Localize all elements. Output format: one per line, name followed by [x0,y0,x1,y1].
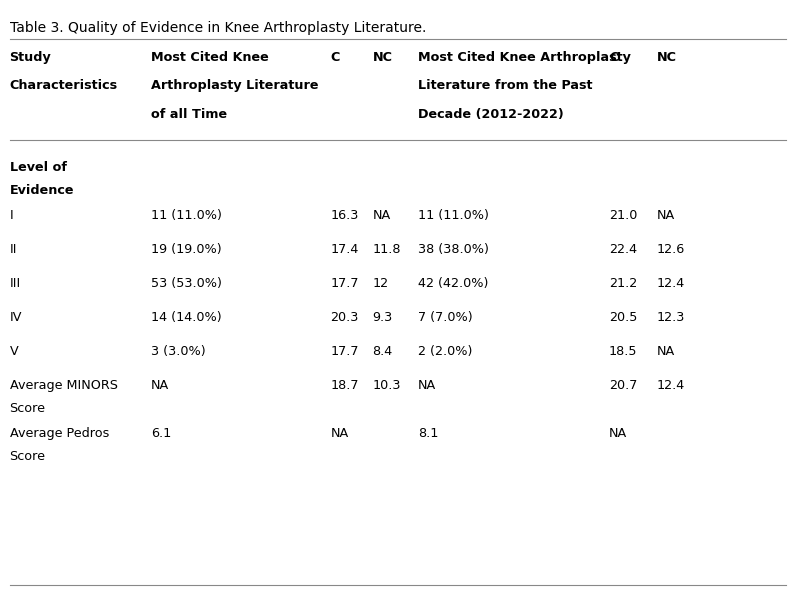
Text: 8.4: 8.4 [373,345,392,358]
Text: 17.4: 17.4 [330,243,359,256]
Text: Average Pedros: Average Pedros [10,427,109,440]
Text: Level of: Level of [10,161,67,174]
Text: 7 (7.0%): 7 (7.0%) [418,311,473,324]
Text: 17.7: 17.7 [330,345,359,358]
Text: 21.2: 21.2 [609,277,637,290]
Text: NA: NA [330,427,349,440]
Text: NA: NA [418,379,436,392]
Text: I: I [10,209,14,222]
Text: 19 (19.0%): 19 (19.0%) [151,243,222,256]
Text: 3 (3.0%): 3 (3.0%) [151,345,206,358]
Text: 12.4: 12.4 [657,379,685,392]
Text: 42 (42.0%): 42 (42.0%) [418,277,488,290]
Text: 20.5: 20.5 [609,311,638,324]
Text: Score: Score [10,450,45,463]
Text: IV: IV [10,311,22,324]
Text: 16.3: 16.3 [330,209,359,222]
Text: 10.3: 10.3 [373,379,401,392]
Text: III: III [10,277,21,290]
Text: Average MINORS: Average MINORS [10,379,118,392]
Text: 12.3: 12.3 [657,311,685,324]
Text: 9.3: 9.3 [373,311,392,324]
Text: Study: Study [10,51,51,64]
Text: NA: NA [373,209,391,222]
Text: 20.3: 20.3 [330,311,359,324]
Text: 12: 12 [373,277,388,290]
Text: Most Cited Knee: Most Cited Knee [151,51,269,64]
Text: Evidence: Evidence [10,184,74,197]
Text: 20.7: 20.7 [609,379,638,392]
Text: C: C [330,51,340,64]
Text: NA: NA [151,379,170,392]
Text: 14 (14.0%): 14 (14.0%) [151,311,222,324]
Text: 11.8: 11.8 [373,243,401,256]
Text: 8.1: 8.1 [418,427,439,440]
Text: Characteristics: Characteristics [10,79,118,93]
Text: 12.4: 12.4 [657,277,685,290]
Text: 18.7: 18.7 [330,379,359,392]
Text: Most Cited Knee Arthroplasty: Most Cited Knee Arthroplasty [418,51,630,64]
Text: 18.5: 18.5 [609,345,638,358]
Text: Decade (2012-2022): Decade (2012-2022) [418,108,564,121]
Text: of all Time: of all Time [151,108,228,121]
Text: 11 (11.0%): 11 (11.0%) [418,209,489,222]
Text: 22.4: 22.4 [609,243,637,256]
Text: 17.7: 17.7 [330,277,359,290]
Text: NA: NA [657,209,675,222]
Text: NA: NA [609,427,627,440]
Text: C: C [609,51,618,64]
Text: Score: Score [10,402,45,415]
Text: 53 (53.0%): 53 (53.0%) [151,277,222,290]
Text: NA: NA [657,345,675,358]
Text: Table 3. Quality of Evidence in Knee Arthroplasty Literature.: Table 3. Quality of Evidence in Knee Art… [10,21,426,35]
Text: NC: NC [373,51,392,64]
Text: 6.1: 6.1 [151,427,171,440]
Text: V: V [10,345,18,358]
Text: II: II [10,243,17,256]
Text: NC: NC [657,51,677,64]
Text: Arthroplasty Literature: Arthroplasty Literature [151,79,318,93]
Text: 12.6: 12.6 [657,243,685,256]
Text: 2 (2.0%): 2 (2.0%) [418,345,472,358]
Text: Literature from the Past: Literature from the Past [418,79,592,93]
Text: 11 (11.0%): 11 (11.0%) [151,209,222,222]
Text: 21.0: 21.0 [609,209,638,222]
Text: 38 (38.0%): 38 (38.0%) [418,243,489,256]
